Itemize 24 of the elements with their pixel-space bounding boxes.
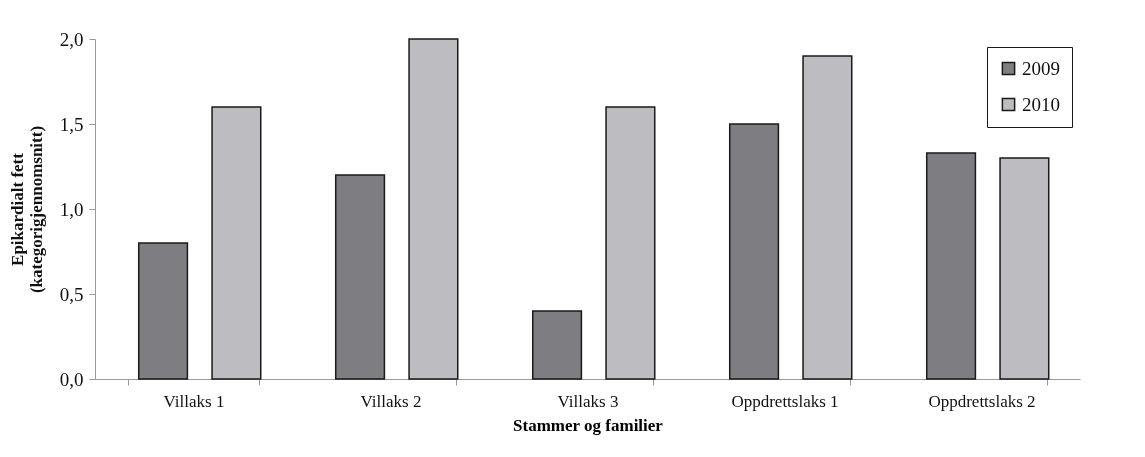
y-tick-label: 0,0 <box>59 368 84 390</box>
bar <box>137 242 189 380</box>
bar <box>408 38 459 380</box>
y-tick-label: 1,5 <box>59 113 84 135</box>
bar <box>999 157 1050 380</box>
legend-label: 2010 <box>1022 93 1060 115</box>
bar <box>211 106 262 380</box>
bar <box>334 174 386 380</box>
bar <box>728 123 780 380</box>
x-tick-label: Villaks 2 <box>360 391 422 411</box>
y-axis-title: Epikardialt fett (kategorigjennomsnitt) <box>7 125 46 294</box>
bar <box>605 106 656 380</box>
x-tick-label: Oppdrettslaks 1 <box>731 391 839 411</box>
bar <box>802 55 853 380</box>
x-axis-title: Stammer og familier <box>513 415 664 435</box>
x-tick-label: Villaks 1 <box>163 391 225 411</box>
y-tick-label: 2,0 <box>59 28 84 50</box>
y-tick-label: 0,5 <box>59 283 84 305</box>
bar <box>925 152 977 380</box>
bar <box>531 310 583 380</box>
x-tick-label: Oppdrettslaks 2 <box>928 391 1036 411</box>
legend-label: 2009 <box>1022 57 1060 79</box>
y-tick-label: 1,0 <box>59 198 84 220</box>
x-tick-label: Villaks 3 <box>557 391 619 411</box>
